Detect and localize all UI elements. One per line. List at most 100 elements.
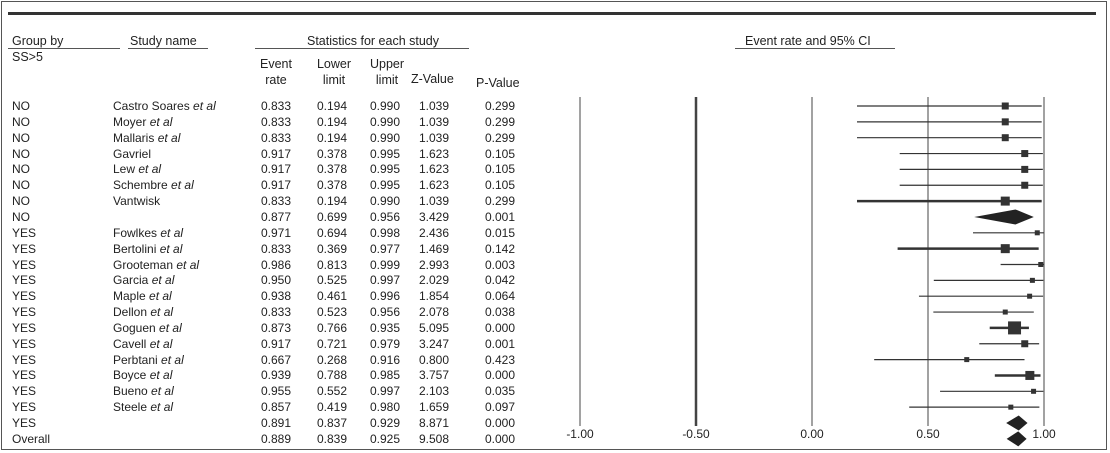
cell-upper-limit: 0.996	[369, 289, 401, 304]
cell-p-value: 0.000	[484, 416, 516, 430]
cell-p-value: 0.003	[484, 257, 516, 272]
cell-lower-limit: 0.837	[316, 416, 348, 430]
row-study-name: Moyer et al	[113, 116, 172, 128]
header-event-rate-line2: rate	[265, 73, 287, 87]
study-etal-text: et al	[138, 162, 162, 177]
row-study-name: Gavriel	[113, 148, 151, 160]
row-study-name: Bertolini et al	[113, 243, 182, 255]
cell-upper-limit: 0.979	[369, 336, 401, 351]
cell-z-value: 1.854	[418, 289, 450, 304]
cell-event-rate: 0.917	[260, 336, 292, 351]
row-group: NO	[12, 178, 30, 193]
row-group: YES	[12, 368, 37, 383]
overall-diamond	[1006, 431, 1027, 447]
header-z-value: Z-Value	[411, 72, 454, 86]
cell-p-value: 0.038	[484, 305, 516, 320]
header-upper-limit: Upper limit	[365, 57, 409, 87]
row-study-name: Garcia et al	[113, 274, 174, 286]
cell-event-rate: 0.917	[260, 162, 292, 177]
study-etal-text: et al	[159, 320, 182, 335]
cell-lower-limit: 0.194	[316, 114, 348, 129]
plot-title-underline	[735, 48, 895, 49]
x-tick-label: 0.00	[800, 427, 824, 441]
cell-z-value: 2.078	[418, 305, 450, 320]
row-study-name: Bueno et al	[113, 385, 174, 397]
point-estimate-marker	[1029, 277, 1035, 283]
cell-event-rate: 0.873	[260, 320, 292, 335]
cell-p-value: 0.299	[484, 194, 516, 209]
point-estimate-marker	[1001, 102, 1009, 110]
header-lower-limit-line2: limit	[322, 73, 346, 87]
point-estimate-marker	[964, 357, 970, 363]
study-etal-text: et al	[149, 368, 173, 383]
cell-z-value: 0.800	[418, 352, 450, 367]
row-study-name: Grooteman et al	[113, 259, 199, 271]
cell-lower-limit: 0.699	[316, 209, 348, 224]
row-group: NO	[12, 209, 30, 224]
cell-event-rate: 0.938	[260, 289, 292, 304]
row-study-name: Steele et al	[113, 401, 173, 413]
cell-upper-limit: 0.990	[369, 194, 401, 209]
cell-p-value: 0.015	[484, 225, 516, 240]
cell-event-rate: 0.667	[260, 352, 292, 367]
cell-lower-limit: 0.839	[316, 431, 348, 446]
cell-upper-limit: 0.935	[369, 320, 401, 335]
row-study-name: Boyce et al	[113, 369, 172, 381]
cell-event-rate: 0.917	[260, 178, 292, 193]
study-name-text: Mallaris	[113, 130, 155, 145]
study-name-text: Cavell	[113, 336, 147, 351]
cell-event-rate: 0.833	[260, 99, 292, 113]
point-estimate-marker	[1034, 230, 1040, 236]
cell-lower-limit: 0.813	[316, 257, 348, 272]
cell-p-value: 0.064	[484, 289, 516, 304]
row-study-name: Perbtani et al	[113, 354, 184, 366]
cell-lower-limit: 0.766	[316, 320, 348, 335]
row-group: YES	[12, 257, 37, 272]
cell-event-rate: 0.950	[260, 273, 292, 288]
cell-lower-limit: 0.419	[316, 400, 348, 415]
row-study-name: Schembre et al	[113, 179, 194, 191]
cell-event-rate: 0.833	[260, 194, 292, 209]
cell-z-value: 3.757	[418, 368, 450, 383]
row-study-name: Dellon et al	[113, 306, 173, 318]
study-etal-text: et al	[149, 114, 173, 129]
row-group: YES	[12, 289, 37, 304]
cell-z-value: 1.659	[418, 400, 450, 415]
cell-z-value: 1.469	[418, 241, 450, 256]
study-etal-text: et al	[193, 99, 216, 113]
cell-upper-limit: 0.997	[369, 273, 401, 288]
study-name-text: Goguen	[113, 320, 156, 335]
header-statistics: Statistics for each study	[307, 34, 440, 48]
cell-lower-limit: 0.552	[316, 384, 348, 399]
row-group: YES	[12, 336, 37, 351]
cell-z-value: 2.103	[418, 384, 450, 399]
cell-z-value: 1.623	[418, 146, 450, 161]
cell-z-value: 1.623	[418, 178, 450, 193]
header-upper-limit-line1: Upper	[369, 57, 405, 71]
header-study-name: Study name	[130, 34, 197, 48]
cell-p-value: 0.000	[484, 368, 516, 383]
cell-upper-limit: 0.998	[369, 225, 401, 240]
cell-p-value: 0.299	[484, 130, 516, 145]
cell-z-value: 1.039	[418, 114, 450, 129]
row-group: YES	[12, 352, 37, 367]
cell-upper-limit: 0.956	[369, 209, 401, 224]
cell-z-value: 8.871	[418, 416, 450, 430]
row-group: YES	[12, 320, 37, 335]
cell-event-rate: 0.833	[260, 130, 292, 145]
top-rule	[8, 12, 1096, 15]
cell-lower-limit: 0.194	[316, 194, 348, 209]
cell-lower-limit: 0.525	[316, 273, 348, 288]
cell-p-value: 0.105	[484, 146, 516, 161]
row-study-name: Vantwisk	[113, 195, 160, 207]
row-group: NO	[12, 114, 30, 129]
cell-p-value: 0.001	[484, 209, 516, 224]
cell-lower-limit: 0.523	[316, 305, 348, 320]
cell-lower-limit: 0.378	[316, 178, 348, 193]
x-tick-label: 1.00	[1032, 427, 1056, 441]
header-subgroup: SS>5	[12, 50, 43, 64]
cell-upper-limit: 0.977	[369, 241, 401, 256]
row-group: YES	[12, 241, 37, 256]
cell-event-rate: 0.917	[260, 146, 292, 161]
